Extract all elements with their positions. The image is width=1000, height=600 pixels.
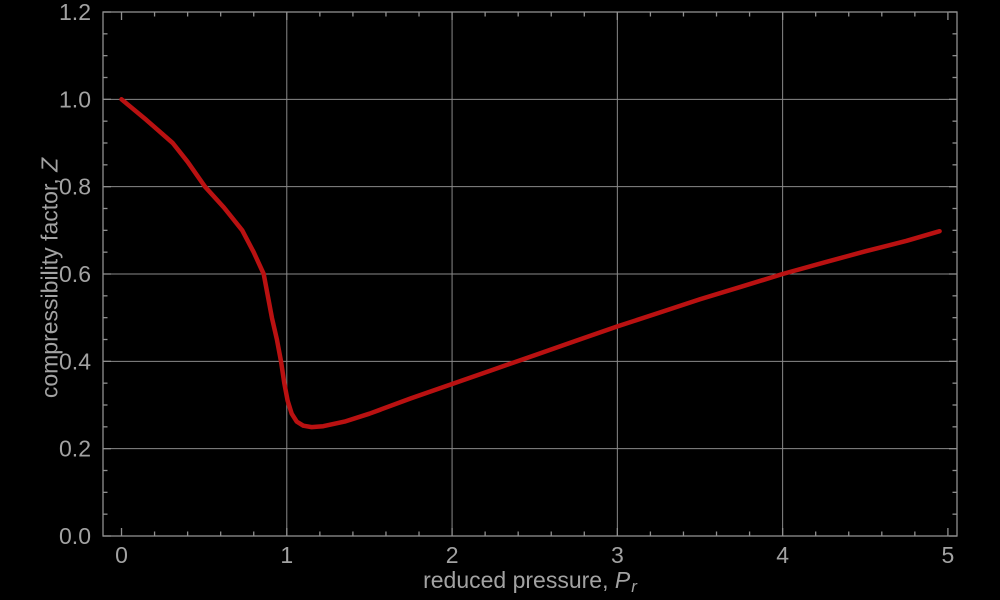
y-tick-label: 1.2	[59, 0, 91, 25]
x-axis-subscript: r	[631, 577, 637, 596]
y-axis-title: compressibility factor, Z	[37, 158, 64, 398]
y-tick-label: 0.6	[59, 261, 91, 287]
y-axis-symbol: Z	[36, 157, 63, 172]
x-axis-title-text: reduced pressure,	[423, 567, 615, 593]
ticks	[103, 11, 957, 537]
x-tick-label: 3	[611, 542, 624, 568]
x-tick-label: 0	[115, 542, 128, 568]
y-tick-label: 0.4	[59, 348, 91, 374]
y-tick-label: 0.8	[59, 174, 91, 200]
y-axis-title-text: compressibility factor,	[36, 171, 63, 399]
y-tick-label: 1.0	[59, 86, 91, 112]
x-tick-label: 4	[776, 542, 789, 568]
x-tick-label: 2	[446, 542, 459, 568]
gridlines	[103, 12, 957, 536]
x-tick-label: 5	[942, 542, 955, 568]
tick-labels: 0 1 2 3 4 5 0.0 0.2 0.4 0.6 0.8 1.0 1.2	[59, 0, 954, 568]
curve-compressibility-curve	[119, 97, 942, 430]
x-axis-symbol: P	[614, 567, 631, 593]
x-tick-label: 1	[280, 542, 293, 568]
y-tick-label: 0.2	[59, 436, 91, 462]
y-tick-label: 0.0	[59, 523, 91, 549]
x-axis-title: reduced pressure, Pr	[103, 567, 957, 597]
